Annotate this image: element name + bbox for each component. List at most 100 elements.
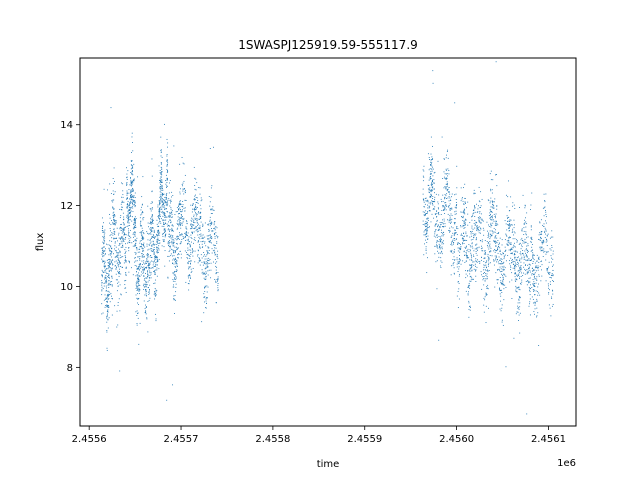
data-point xyxy=(111,256,113,258)
data-point xyxy=(197,218,199,220)
data-point xyxy=(116,250,117,252)
data-point xyxy=(173,252,175,254)
data-point xyxy=(454,259,456,261)
data-point xyxy=(161,169,163,171)
data-point xyxy=(445,178,447,180)
data-point xyxy=(120,273,122,275)
data-point xyxy=(159,180,160,181)
data-point xyxy=(128,230,129,232)
data-point xyxy=(129,229,131,231)
data-point xyxy=(160,166,162,168)
data-point xyxy=(530,204,532,206)
data-point xyxy=(116,326,118,328)
data-point xyxy=(108,287,110,288)
data-point xyxy=(205,307,207,308)
data-point xyxy=(512,259,513,260)
data-point xyxy=(170,230,172,232)
data-point xyxy=(138,269,140,271)
data-point xyxy=(149,244,151,246)
data-point xyxy=(486,276,488,277)
data-point xyxy=(217,237,219,239)
data-point xyxy=(151,231,153,233)
data-point xyxy=(107,310,109,312)
data-point xyxy=(208,231,210,232)
data-point xyxy=(142,272,144,274)
data-point xyxy=(135,218,137,220)
data-point xyxy=(101,303,103,305)
data-point xyxy=(538,292,540,294)
data-point xyxy=(464,198,466,199)
data-point xyxy=(471,267,473,269)
data-point xyxy=(149,270,151,272)
data-point xyxy=(493,250,495,252)
data-point xyxy=(185,235,187,237)
data-point xyxy=(116,290,118,292)
data-point xyxy=(423,206,425,208)
data-point xyxy=(160,198,162,200)
data-point xyxy=(191,217,193,219)
data-point xyxy=(429,206,431,208)
data-point xyxy=(123,229,124,231)
data-point xyxy=(436,260,438,262)
data-point xyxy=(537,265,539,267)
data-point xyxy=(442,194,444,196)
data-point xyxy=(502,277,504,279)
data-point xyxy=(136,267,138,269)
data-point xyxy=(181,206,183,207)
data-point xyxy=(115,279,117,281)
data-point xyxy=(533,259,535,261)
data-point xyxy=(162,215,164,217)
data-point xyxy=(121,237,123,239)
data-point xyxy=(138,297,140,299)
data-point xyxy=(189,228,191,230)
data-point xyxy=(463,235,465,237)
data-point xyxy=(438,194,440,196)
data-point xyxy=(135,311,137,313)
data-point xyxy=(481,239,483,241)
data-point xyxy=(172,245,174,247)
data-point xyxy=(464,255,465,256)
data-point xyxy=(436,242,438,244)
data-point xyxy=(126,216,128,218)
data-point xyxy=(103,247,105,248)
data-point xyxy=(534,301,536,303)
data-point xyxy=(204,236,206,238)
data-point xyxy=(125,279,127,281)
data-point xyxy=(523,259,525,260)
data-point xyxy=(194,217,196,219)
data-point xyxy=(111,277,113,279)
data-point xyxy=(493,220,495,222)
data-point xyxy=(159,200,161,202)
data-point xyxy=(443,223,444,225)
data-point xyxy=(511,259,513,261)
data-point xyxy=(428,189,430,191)
data-point xyxy=(444,196,446,198)
data-point xyxy=(452,259,454,260)
data-point xyxy=(536,316,537,318)
data-point xyxy=(439,236,441,238)
data-point xyxy=(130,177,131,179)
data-point xyxy=(125,275,127,277)
data-point xyxy=(124,252,126,254)
data-point xyxy=(189,256,191,258)
data-point xyxy=(458,259,460,261)
data-point xyxy=(147,270,149,272)
data-point xyxy=(191,248,193,250)
data-point xyxy=(187,262,189,264)
data-point xyxy=(494,216,496,217)
data-point xyxy=(530,250,532,252)
data-point xyxy=(136,287,138,288)
data-point xyxy=(173,295,175,297)
data-point xyxy=(506,206,508,208)
data-point xyxy=(152,243,154,245)
data-point xyxy=(143,242,145,244)
data-point xyxy=(199,259,201,261)
data-point xyxy=(534,272,536,274)
data-point xyxy=(132,227,134,229)
data-point xyxy=(430,153,432,155)
data-point xyxy=(471,235,473,237)
data-point xyxy=(122,230,124,232)
data-point xyxy=(467,293,469,295)
data-point xyxy=(152,219,154,221)
data-point xyxy=(499,287,500,289)
